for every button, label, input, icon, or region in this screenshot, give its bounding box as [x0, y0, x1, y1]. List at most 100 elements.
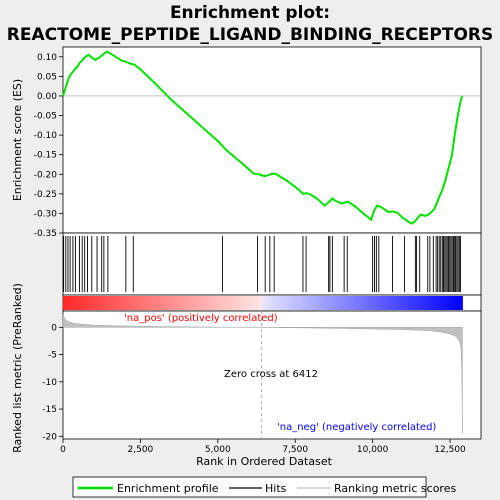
colorbar-segment — [191, 296, 195, 310]
colorbar-segment — [382, 296, 386, 310]
colorbar-segment — [325, 296, 329, 310]
colorbar-segment — [225, 296, 229, 310]
colorbar-segment — [154, 296, 158, 310]
colorbar-segment — [365, 296, 369, 310]
colorbar-segment — [416, 296, 421, 310]
colorbar-segment — [82, 296, 87, 310]
colorbar-segment — [254, 296, 258, 310]
colorbar-segment — [373, 296, 378, 310]
colorbar-segment — [331, 296, 335, 310]
colorbar-segment — [251, 296, 255, 310]
es-y-tick-label: -0.30 — [34, 209, 58, 219]
ranked-plot-area — [62, 310, 482, 440]
colorbar-segment — [185, 296, 190, 310]
colorbar-segment — [100, 296, 104, 310]
colorbar-segment — [299, 296, 304, 310]
colorbar-segment — [134, 296, 138, 310]
colorbar-segment — [294, 296, 298, 310]
es-panel: 0.10 0.05 0.00 -0.05 -0.10 -0.15 -0.20 -0.25 -0.… — [11, 46, 482, 239]
colorbar-segment — [311, 296, 315, 310]
colorbar-segment — [459, 296, 463, 310]
hits-markers — [63, 236, 462, 292]
colorbar-segment — [368, 296, 372, 310]
colorbar-segment — [285, 296, 289, 310]
colorbar-segment — [422, 296, 426, 310]
colorbar-segment — [257, 296, 261, 310]
ranked-metric-panel: 0 -5 -10 -15 -20 0 2,500 5,000 7,500 10,000 12,50… — [11, 283, 482, 468]
colorbar-segment — [379, 296, 384, 310]
colorbar-segment — [214, 296, 218, 310]
colorbar-segment — [140, 296, 144, 310]
colorbar-segment — [448, 296, 452, 310]
colorbar-segment — [162, 296, 167, 310]
colorbar-segment — [148, 296, 152, 310]
colorbar-segment — [279, 296, 284, 310]
colorbar-segment — [439, 296, 443, 310]
legend-hits-label: Hits — [265, 482, 287, 495]
colorbar-segment — [234, 296, 238, 310]
colorbar-segment — [228, 296, 232, 310]
colorbar-segment — [385, 296, 389, 310]
colorbar-segment — [348, 296, 352, 310]
colorbar-segment — [354, 296, 358, 310]
rank-colorbar — [63, 296, 463, 310]
ranked-y-tick-label: -20 — [42, 432, 57, 442]
x-tick-label: 12,500 — [434, 445, 466, 455]
colorbar-segment — [142, 296, 147, 310]
neg-correlated-label: 'na_neg' (negatively correlated) — [277, 422, 436, 433]
colorbar-segment — [282, 296, 287, 310]
colorbar-segment — [182, 296, 187, 310]
enrichment-profile-line — [62, 50, 464, 225]
colorbar-segment — [259, 296, 264, 310]
colorbar-segment — [88, 296, 93, 310]
colorbar-segment — [431, 296, 435, 310]
colorbar-segment — [145, 296, 150, 310]
es-y-tick-label: 0.00 — [37, 92, 57, 102]
colorbar-segment — [151, 296, 155, 310]
rank-colorbar-panel — [62, 294, 482, 312]
colorbar-segment — [322, 296, 326, 310]
colorbar-segment — [402, 296, 406, 310]
colorbar-segment — [114, 296, 118, 310]
colorbar-segment — [102, 296, 107, 310]
legend: Enrichment profile Hits Ranking metric s… — [72, 476, 456, 498]
colorbar-segment — [351, 296, 355, 310]
colorbar-segment — [248, 296, 252, 310]
colorbar-segment — [393, 296, 398, 310]
ranked-y-axis-label: Ranked list metric (PreRanked) — [11, 283, 24, 453]
colorbar-segment — [262, 296, 267, 310]
colorbar-segment — [328, 296, 332, 310]
colorbar-segment — [211, 296, 215, 310]
colorbar-segment — [165, 296, 170, 310]
colorbar-segment — [94, 296, 98, 310]
colorbar-segment — [405, 296, 409, 310]
rank-x-axis: 0 2,500 5,000 7,500 10,000 12,500 — [60, 439, 466, 455]
colorbar-segment — [419, 296, 423, 310]
colorbar-segment — [345, 296, 349, 310]
colorbar-segment — [188, 296, 192, 310]
colorbar-segment — [433, 296, 438, 310]
pos-correlated-label: 'na_pos' (positively correlated) — [124, 313, 278, 324]
colorbar-segment — [356, 296, 361, 310]
colorbar-segment — [336, 296, 341, 310]
colorbar-segment — [376, 296, 381, 310]
chart-title-line2: REACTOME_PEPTIDE_LIGAND_BINDING_RECEPTOR… — [7, 25, 493, 45]
x-tick-label: 0 — [60, 445, 66, 455]
colorbar-segment — [319, 296, 324, 310]
colorbar-segment — [199, 296, 204, 310]
colorbar-segment — [128, 296, 132, 310]
chart-title-line1: Enrichment plot: — [170, 3, 330, 23]
es-y-tick-label: -0.10 — [34, 131, 58, 141]
hits-panel — [62, 232, 482, 296]
hits-plot-area — [62, 232, 482, 296]
es-y-tick-label: 0.10 — [37, 53, 57, 63]
colorbar-segment — [362, 296, 366, 310]
zero-cross-label: Zero cross at 6412 — [224, 369, 318, 380]
colorbar-segment — [177, 296, 181, 310]
colorbar-segment — [436, 296, 441, 310]
ranked-y-tick-label: -10 — [42, 378, 57, 388]
ranked-y-tick-label: -5 — [48, 351, 57, 361]
colorbar-segment — [359, 296, 364, 310]
legend-box — [72, 476, 427, 498]
colorbar-segment — [120, 296, 124, 310]
